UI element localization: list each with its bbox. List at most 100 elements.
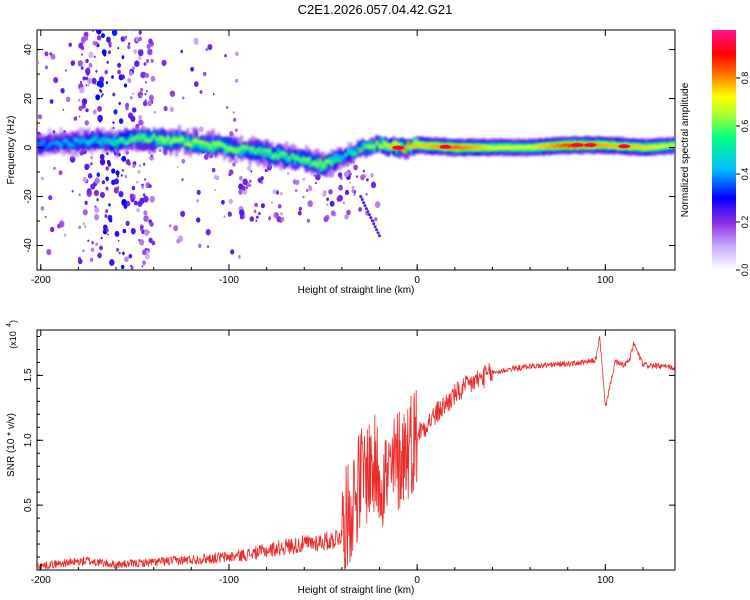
noise-blob [99,245,103,251]
noise-blob [122,228,127,234]
y-tick-label: 40 [23,44,34,56]
ridge-cell [149,138,153,143]
noise-blob [176,239,180,244]
ridge-cell [104,134,108,153]
colorbar: 0.0 0.2 0.4 0.6 0.8 Normalized spectral ampl… [680,30,750,276]
ridge-cell [56,140,60,146]
noise-blob [78,193,81,196]
noise-blob [84,225,87,228]
ridge-cell [364,142,368,148]
ridge-cell [110,140,113,146]
noise-blob [147,100,152,107]
snr-scale-exponent: 4 [6,323,13,327]
noise-blob [82,222,85,225]
ridge-cell [514,145,517,149]
noise-blob [143,162,146,166]
noise-blob [87,173,93,179]
ridge-cell [336,158,339,163]
ridge-cell [477,145,480,150]
ridge-cell [288,155,291,159]
noise-blob [196,189,201,195]
noise-blob [112,121,115,124]
ridge-cell [93,136,97,141]
noise-blob [144,92,147,96]
noise-blob [365,193,368,196]
noise-blob [276,213,279,216]
ridge-cell [254,148,257,155]
noise-blob [106,60,109,64]
noise-blob [173,225,179,232]
ridge-cell [567,144,571,148]
ridge-cell [209,145,212,149]
ridge-cell [203,142,207,150]
ridge-cell [262,148,266,152]
noise-blob [112,126,115,130]
ridge-cell [192,138,195,143]
noise-blob [84,120,90,126]
ridge-cell [370,140,373,149]
noise-blob [140,93,143,96]
ridge-cell [70,143,74,148]
noise-blob [328,189,333,195]
noise-blob [249,184,252,187]
noise-blob [88,62,93,68]
noise-blob [212,93,215,96]
noise-blob [190,66,195,72]
snr-y-tick-label: 1.5 [23,368,34,382]
hotspot [439,144,452,149]
ridge-cell [468,145,472,149]
ridge-cell [144,132,147,143]
noise-blob [73,116,78,121]
ridge-cell [347,151,351,161]
tail-blob [370,219,374,223]
noise-blob [109,259,115,266]
ridge-cell [240,147,243,157]
noise-blob [137,169,141,174]
snr-x-tick-label: -100 [219,575,239,586]
noise-blob [307,200,313,208]
ridge-cell [316,163,320,169]
ridge-cell [299,158,303,163]
noise-blob [141,265,144,268]
noise-blob [235,78,239,83]
ridge-cell [217,140,221,146]
tail-blob [365,207,368,211]
ridge-cell [274,153,277,158]
tail-blob [375,228,379,232]
tail-blob [378,234,381,238]
noise-blob [121,169,124,172]
noise-blob [302,177,306,181]
noise-blob [138,115,143,120]
ridge-cell [166,135,170,141]
noise-blob [101,33,105,39]
noise-blob [138,239,141,242]
noise-blob [53,166,56,170]
ridge-cell [293,154,297,160]
snr-series-line [37,335,675,570]
noise-blob [343,171,349,178]
noise-blob [104,214,108,218]
ridge-cell [395,140,399,149]
noise-blob [94,206,100,214]
ridge-cell [39,141,43,146]
ridge-cell [655,145,658,149]
ridge-cell [339,153,342,161]
noise-blob [245,186,248,190]
noise-blob [130,228,136,235]
ridge-cell [505,145,509,149]
ridge-cell [62,139,65,143]
ridge-cell [415,138,418,148]
ridge-cell [186,141,190,146]
noise-blob [124,37,127,41]
ridge-cell [76,138,80,142]
noise-blob [82,176,88,183]
ridge-cell [147,139,150,143]
ridge-cell [375,141,379,145]
noise-blob [93,189,99,197]
snr-axes: -200 -100 0 100 0.5 1.0 1.5 [23,330,675,586]
noise-blob [247,165,251,171]
noise-blob [130,264,133,268]
ridge-cell [212,143,215,153]
noise-blob [269,215,271,218]
